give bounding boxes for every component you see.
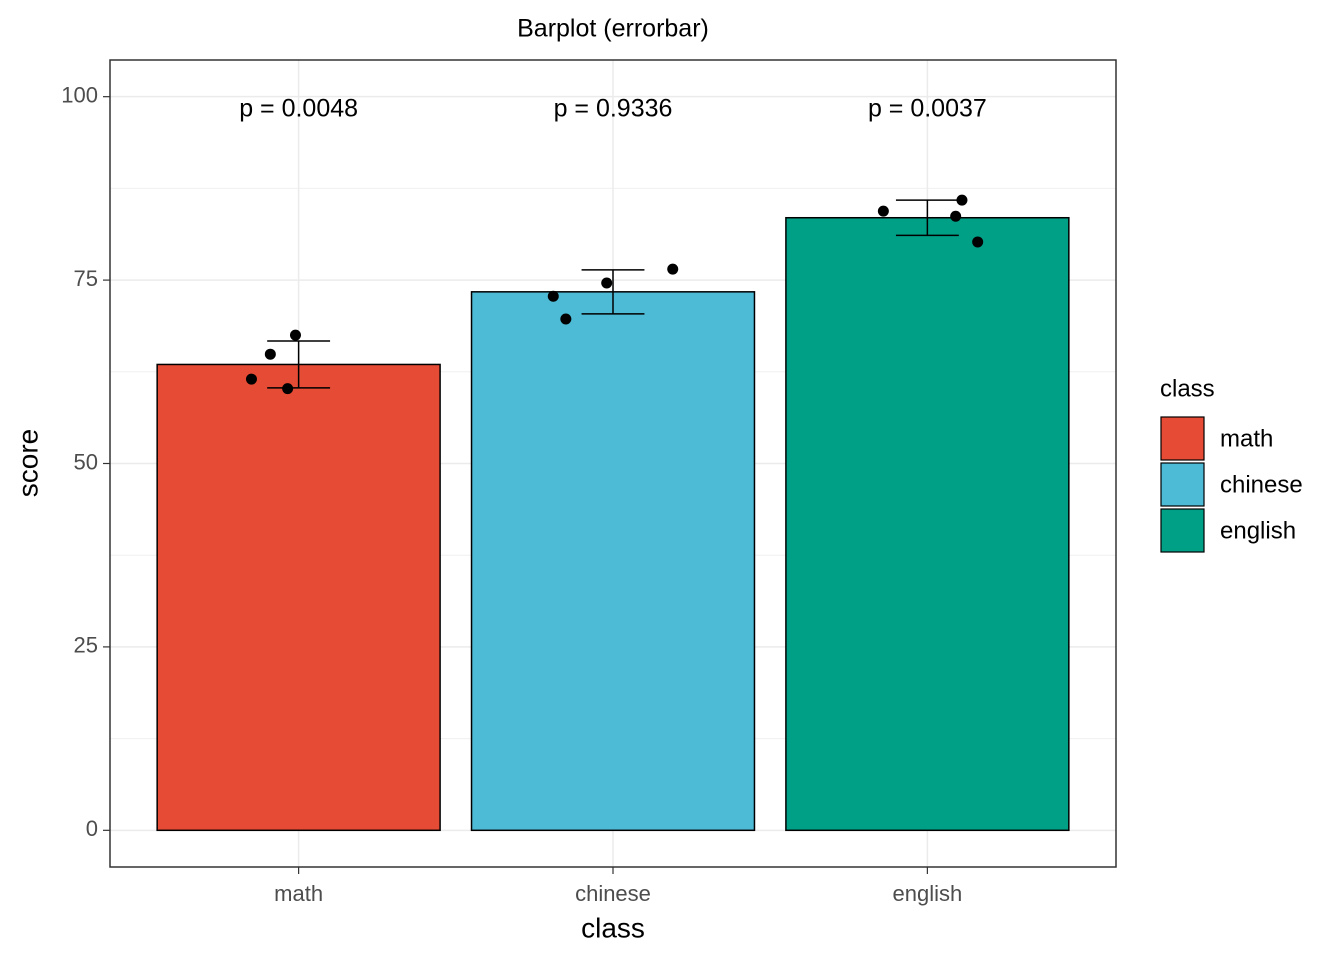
y-tick-label: 75 (74, 266, 98, 291)
x-tick-label: english (893, 881, 963, 906)
legend-key (1160, 508, 1205, 553)
x-tick-label: math (274, 881, 323, 906)
y-axis-title: score (12, 429, 43, 497)
panel-border (109, 59, 1117, 868)
error-bar (895, 199, 959, 237)
bar (785, 216, 1070, 832)
legend-key (1160, 462, 1205, 507)
data-point (601, 277, 613, 289)
data-point (264, 348, 276, 360)
data-point (289, 329, 301, 341)
legend-label: math (1220, 425, 1273, 452)
data-point (560, 313, 572, 325)
data-point (956, 194, 968, 206)
data-point (950, 210, 962, 222)
legend-label: english (1220, 517, 1296, 544)
bar (470, 291, 756, 832)
legend-label: chinese (1220, 471, 1303, 498)
error-bar (267, 340, 331, 389)
x-axis-title: class (581, 912, 645, 943)
y-tick-label: 50 (74, 449, 98, 474)
data-point (972, 236, 984, 248)
data-point (282, 383, 294, 395)
data-point (877, 205, 889, 217)
y-tick-label: 100 (61, 82, 98, 107)
annotation: p = 0.0048 (239, 95, 358, 123)
data-point (245, 373, 257, 385)
x-tick-label: chinese (575, 881, 651, 906)
data-point (547, 290, 559, 302)
bar (156, 363, 441, 832)
annotation: p = 0.0037 (868, 95, 987, 123)
chart-title: Barplot (errorbar) (517, 15, 709, 43)
data-point (667, 263, 679, 275)
legend-key (1160, 416, 1205, 461)
legend-title: class (1160, 375, 1215, 402)
y-tick-label: 0 (86, 816, 98, 841)
y-tick-label: 25 (74, 633, 98, 658)
annotation: p = 0.9336 (554, 95, 673, 123)
error-bar (581, 269, 645, 315)
